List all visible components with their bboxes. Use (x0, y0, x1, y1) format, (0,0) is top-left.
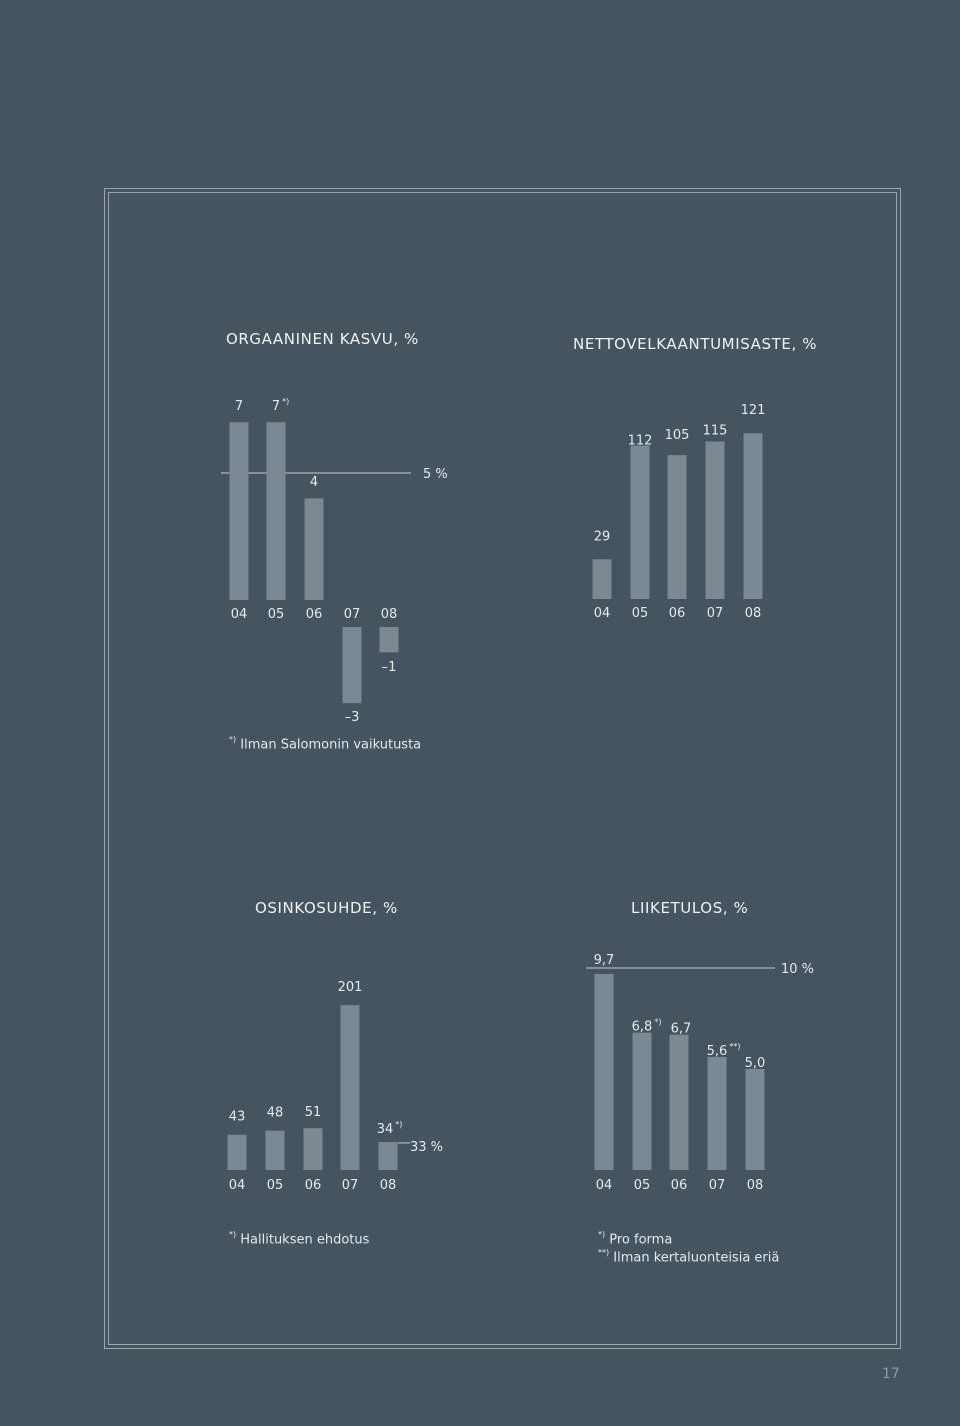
bar (594, 974, 614, 1170)
bar (303, 1128, 323, 1170)
value-label: –3 (345, 710, 360, 725)
value-label: 43 (229, 1110, 246, 1125)
bar (342, 627, 362, 704)
category-label: 05 (634, 1178, 651, 1193)
bar (630, 445, 650, 599)
category-label: 06 (305, 1178, 322, 1193)
footnote-osinkosuhde: *) Hallituksen ehdotus (229, 1230, 370, 1248)
value-label: 115 (703, 423, 728, 438)
chart-title-liiketulos: LIIKETULOS, % (631, 899, 749, 917)
category-label: 05 (267, 1178, 284, 1193)
bar (265, 1130, 285, 1170)
category-label: 05 (632, 606, 649, 621)
bar (632, 1032, 652, 1170)
footnote-liiketulos-1: *) Pro forma (598, 1230, 673, 1248)
value-label: 34 (377, 1122, 394, 1137)
category-label: 07 (342, 1178, 359, 1193)
bar (667, 455, 687, 599)
target-label: 33 % (410, 1140, 443, 1155)
value-label: –1 (382, 660, 397, 675)
bar (304, 498, 324, 600)
value-label: 9,7 (594, 953, 615, 968)
value-label-mark: *) (654, 1018, 661, 1027)
footnote-mark: **) (598, 1248, 610, 1257)
footnote-text: Ilman kertaluonteisia eriä (613, 1250, 780, 1266)
footnote-orgaaninen-kasvu: *) Ilman Salomonin vaikutusta (229, 735, 422, 753)
value-label: 29 (594, 529, 611, 544)
bar (266, 422, 286, 600)
footnote-text: Hallituksen ehdotus (240, 1232, 370, 1248)
category-label: 08 (381, 607, 398, 622)
value-label: 105 (665, 428, 690, 443)
value-label: 7 (235, 399, 243, 414)
value-label: 5,6 (707, 1044, 728, 1059)
category-label: 04 (596, 1178, 613, 1193)
bar (669, 1034, 689, 1170)
inner-frame (108, 192, 897, 1345)
value-label: 7 (272, 399, 280, 414)
bar (707, 1056, 727, 1170)
category-label: 04 (231, 607, 248, 622)
footnote-mark: *) (229, 1230, 237, 1239)
value-label: 6,8 (632, 1020, 653, 1035)
target-label: 5 % (423, 467, 448, 482)
category-label: 08 (380, 1178, 397, 1193)
value-label-mark: *) (282, 397, 289, 406)
bar (745, 1069, 765, 1170)
category-label: 05 (268, 607, 285, 622)
value-label: 48 (267, 1106, 284, 1121)
footnote-text: Pro forma (609, 1232, 673, 1248)
value-label: 112 (628, 434, 653, 449)
category-label: 07 (707, 606, 724, 621)
value-label: 51 (305, 1105, 322, 1120)
target-label: 10 % (781, 962, 814, 977)
category-label: 08 (745, 606, 762, 621)
page-number: 17 (882, 1366, 900, 1382)
chart-title-nettovelkaantumisaste: NETTOVELKAANTUMISASTE, % (573, 335, 818, 353)
category-label: 04 (229, 1178, 246, 1193)
footnote-mark: *) (229, 735, 237, 744)
bar (705, 441, 725, 599)
chart-title-orgaaninen-kasvu: ORGAANINEN KASVU, % (226, 330, 419, 348)
bar (379, 627, 399, 653)
bar (227, 1134, 247, 1170)
category-label: 07 (344, 607, 361, 622)
category-label: 06 (671, 1178, 688, 1193)
category-label: 07 (709, 1178, 726, 1193)
bar (340, 1005, 360, 1170)
value-label: 4 (310, 475, 318, 490)
value-label-mark: **) (729, 1042, 740, 1051)
value-label: 6,7 (671, 1022, 692, 1037)
value-label: 201 (338, 980, 363, 995)
chart-title-osinkosuhde: OSINKOSUHDE, % (255, 899, 398, 917)
outer-frame (104, 188, 901, 1349)
bar (592, 559, 612, 599)
footnote-liiketulos-2: **) Ilman kertaluonteisia eriä (598, 1248, 780, 1266)
value-label-mark: *) (395, 1120, 402, 1129)
bar (378, 1142, 398, 1170)
category-label: 06 (669, 606, 686, 621)
bar (743, 433, 763, 599)
footnote-text: Ilman Salomonin vaikutusta (240, 737, 422, 753)
footnote-mark: *) (598, 1230, 606, 1239)
category-label: 06 (306, 607, 323, 622)
value-label: 121 (741, 403, 766, 418)
category-label: 08 (747, 1178, 764, 1193)
value-label: 5,0 (745, 1056, 766, 1071)
bar (229, 422, 249, 600)
category-label: 04 (594, 606, 611, 621)
